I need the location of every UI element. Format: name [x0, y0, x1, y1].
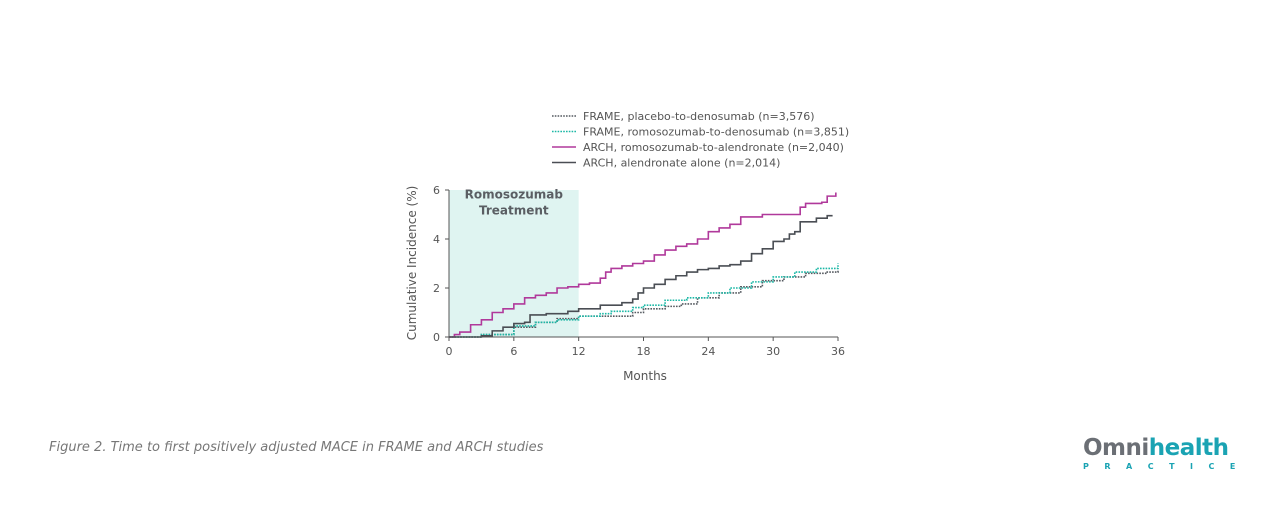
figure-caption: Figure 2. Time to first positively adjus…: [49, 440, 544, 455]
shaded-region-label: Romosozumab: [465, 188, 564, 202]
omnihealth-logo: Omnihealth PRACTICE: [1083, 435, 1251, 471]
y-tick-label: 2: [433, 282, 440, 295]
x-tick-label: 12: [572, 345, 586, 358]
y-tick-label: 6: [433, 184, 440, 197]
logo-subtext: PRACTICE: [1083, 462, 1251, 471]
y-tick-label: 4: [433, 233, 440, 246]
treatment-shaded-region: [449, 190, 579, 337]
legend-label: FRAME, placebo-to-denosumab (n=3,576): [583, 110, 815, 123]
logo-text: health: [1148, 435, 1229, 461]
shaded-region-label: Treatment: [479, 204, 549, 218]
x-tick-label: 24: [701, 345, 715, 358]
logo-text: Omni: [1083, 435, 1149, 461]
y-tick-label: 0: [433, 331, 440, 344]
x-tick-label: 18: [637, 345, 651, 358]
legend-label: ARCH, romosozumab-to-alendronate (n=2,04…: [583, 141, 844, 154]
x-tick-label: 30: [766, 345, 780, 358]
series-line-2: [449, 263, 839, 338]
legend-label: FRAME, romosozumab-to-denosumab (n=3,851…: [583, 126, 849, 139]
x-tick-label: 36: [831, 345, 845, 358]
series-line-4: [449, 214, 833, 338]
legend-label: ARCH, alendronate alone (n=2,014): [583, 157, 780, 170]
x-axis-label: Months: [623, 369, 667, 383]
x-tick-label: 0: [446, 345, 453, 358]
series-line-3: [449, 192, 837, 338]
y-axis-label: Cumulative Incidence (%): [405, 186, 419, 341]
x-tick-label: 6: [510, 345, 517, 358]
